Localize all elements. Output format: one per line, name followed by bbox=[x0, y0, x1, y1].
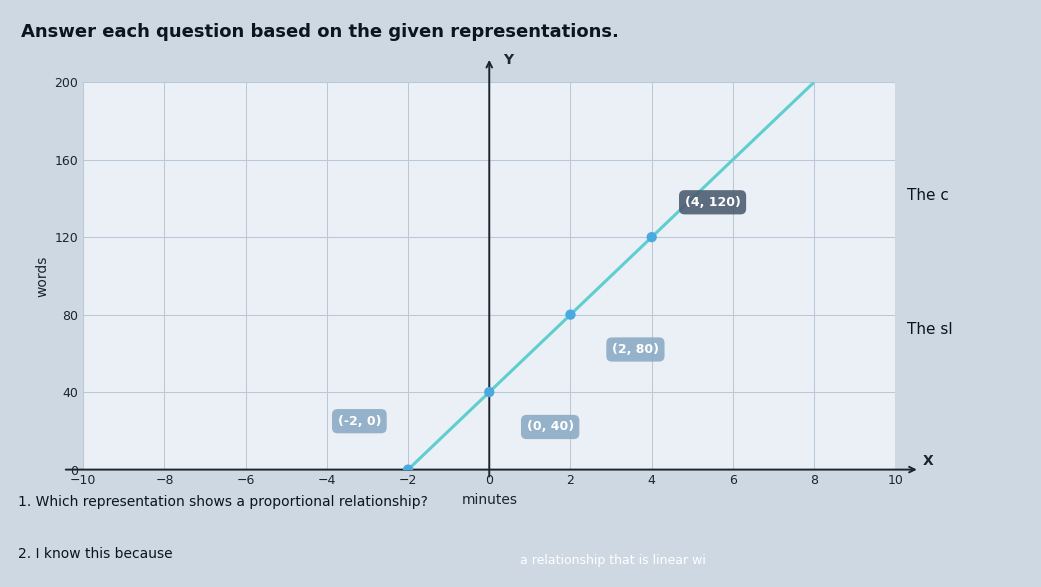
Text: (-2, 0): (-2, 0) bbox=[337, 414, 381, 428]
X-axis label: minutes: minutes bbox=[461, 493, 517, 507]
Text: (4, 120): (4, 120) bbox=[685, 196, 740, 209]
Point bbox=[400, 465, 416, 474]
Text: X: X bbox=[922, 454, 933, 468]
Text: The sl: The sl bbox=[908, 322, 954, 337]
Text: Y: Y bbox=[504, 53, 513, 67]
Text: 1. Which representation shows a proportional relationship?: 1. Which representation shows a proporti… bbox=[18, 495, 428, 510]
Text: a relationship that is linear wi: a relationship that is linear wi bbox=[520, 554, 707, 567]
Y-axis label: words: words bbox=[35, 255, 49, 296]
Text: 2. I know this because: 2. I know this because bbox=[18, 547, 173, 561]
Text: The c: The c bbox=[908, 188, 949, 203]
Point bbox=[643, 232, 660, 242]
Text: (0, 40): (0, 40) bbox=[527, 420, 574, 433]
Text: (2, 80): (2, 80) bbox=[612, 343, 659, 356]
Point bbox=[562, 310, 579, 319]
Point bbox=[481, 387, 498, 397]
Text: Answer each question based on the given representations.: Answer each question based on the given … bbox=[21, 23, 618, 41]
